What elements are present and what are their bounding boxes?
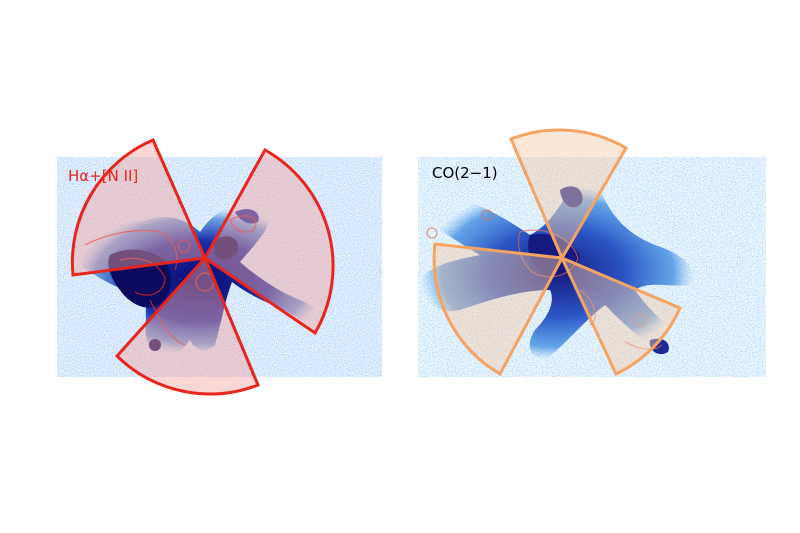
halpha-map: Hα+[N II] xyxy=(57,138,382,396)
wedge-1 xyxy=(70,138,208,277)
aperture-wedges xyxy=(432,128,682,377)
wedge-3 xyxy=(558,255,682,377)
emission-structure xyxy=(73,206,327,356)
contours xyxy=(426,209,663,350)
co-label: CO(2−1) xyxy=(432,164,498,182)
wedge-3 xyxy=(114,255,260,396)
wedge-1 xyxy=(509,128,629,262)
co-map: CO(2−1) xyxy=(418,128,766,377)
aperture-wedges xyxy=(70,138,335,396)
contours xyxy=(84,215,257,346)
wedge-2 xyxy=(203,147,335,336)
wedge-2 xyxy=(432,242,565,377)
co-panel: CO(2−1) xyxy=(400,0,800,533)
halpha-label: Hα+[N II] xyxy=(68,167,138,185)
halpha-panel: Hα+[N II] xyxy=(57,138,382,396)
